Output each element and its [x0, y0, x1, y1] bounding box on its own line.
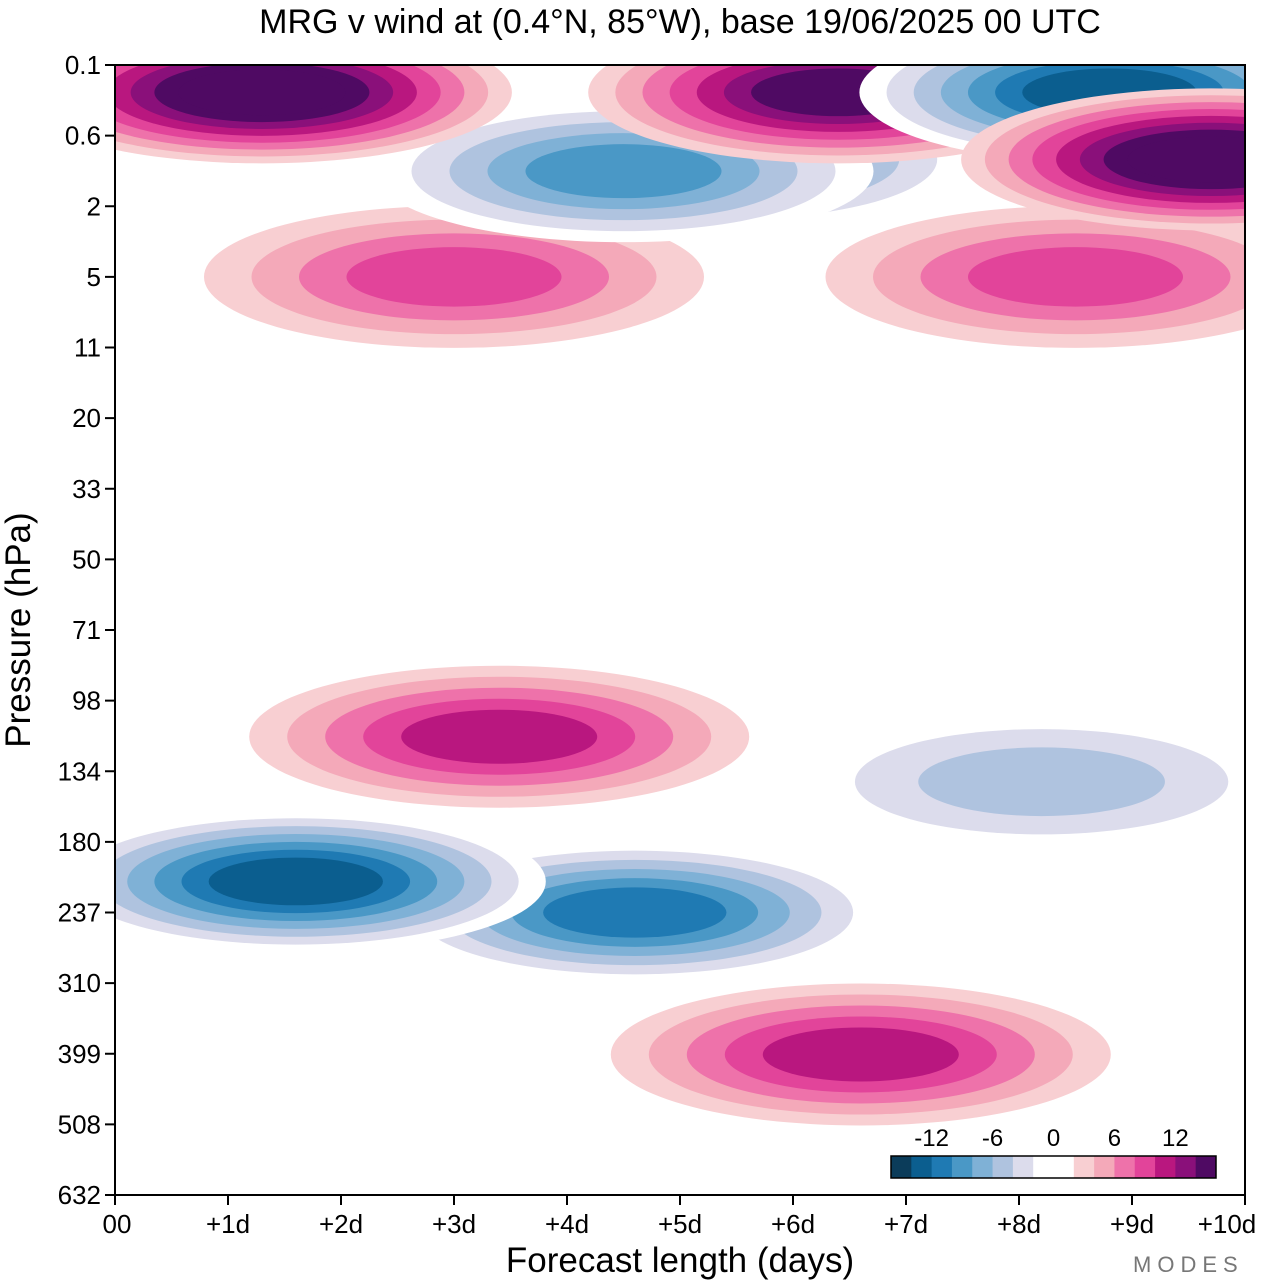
x-tick-label: +5d	[658, 1209, 702, 1239]
y-tick-label: 134	[58, 756, 101, 786]
x-tick-label: +7d	[884, 1209, 928, 1239]
colorbar-swatch	[951, 1156, 973, 1178]
colorbar-swatch	[911, 1156, 933, 1178]
y-tick-label: 237	[58, 898, 101, 928]
y-tick-label: 71	[72, 615, 101, 645]
contour-feature-2	[825, 205, 1245, 348]
y-tick-label: 20	[72, 403, 101, 433]
colorbar-swatch	[1033, 1156, 1054, 1178]
colorbar-frame	[890, 1155, 1217, 1179]
contour-level	[968, 247, 1183, 307]
contour-level	[1127, 136, 1245, 183]
contour-feature-0	[791, 710, 1245, 853]
colorbar-swatch	[972, 1156, 994, 1178]
y-tick-label: 11	[74, 333, 101, 363]
colorbar-tick-label: 6	[1108, 1125, 1121, 1152]
colorbar-swatch	[1175, 1156, 1197, 1178]
contour-field	[115, 65, 1245, 1126]
contour-feature-8	[115, 810, 546, 953]
colorbar-swatch	[1114, 1156, 1136, 1178]
contour-feature-1	[204, 205, 704, 348]
y-tick-label: 0.1	[65, 50, 101, 80]
x-tick-label: +3d	[432, 1209, 476, 1239]
y-tick-label: 399	[58, 1039, 101, 1069]
contour-feature-7	[384, 841, 885, 984]
colorbar-swatch	[931, 1156, 953, 1178]
colorbar-swatch	[1134, 1156, 1156, 1178]
colorbar-swatch	[1053, 1156, 1075, 1178]
contour-feature-3	[249, 665, 750, 808]
contour-level	[543, 887, 727, 938]
x-tick-label: +10d	[1198, 1209, 1257, 1239]
y-tick-label: 98	[72, 686, 101, 716]
colorbar-swatch	[1195, 1156, 1217, 1178]
contour-feature-4	[610, 983, 1111, 1126]
y-tick-label: 50	[72, 544, 101, 574]
contour-level	[525, 144, 722, 199]
contour-level	[918, 747, 1165, 817]
x-tick-label: 00	[103, 1209, 132, 1239]
contour-feature-12	[961, 88, 1245, 231]
colorbar-tick-label: -6	[982, 1125, 1003, 1152]
x-axis: 00 +1d +2d +3d +4d +5d +6d +7d +8d +9d +10d	[103, 1195, 1257, 1239]
colorbar: -12 -6 0 6 12	[890, 1125, 1217, 1179]
y-tick-label: 310	[58, 968, 101, 998]
contour-level	[178, 69, 346, 116]
contour-level	[208, 857, 383, 906]
x-tick-label: +9d	[1110, 1209, 1154, 1239]
y-tick-label: 2	[87, 191, 101, 221]
contour-level	[346, 247, 562, 307]
colorbar-swatch	[891, 1156, 912, 1178]
x-tick-label: +1d	[206, 1209, 250, 1239]
x-tick-label: +2d	[319, 1209, 363, 1239]
colorbar-tick-label: -12	[914, 1125, 949, 1152]
contour-level	[762, 1027, 959, 1082]
y-tick-label: 0.6	[65, 121, 101, 151]
y-tick-label: 5	[87, 262, 101, 292]
chart-title: MRG v wind at (0.4°N, 85°W), base 19/06/…	[259, 3, 1101, 41]
x-tick-label: +4d	[545, 1209, 589, 1239]
y-tick-label: 33	[72, 474, 101, 504]
y-tick-label: 180	[58, 827, 101, 857]
x-tick-label: +6d	[771, 1209, 815, 1239]
y-axis: 0.1 0.6 2 5 11 20 33 50 71 98 134 180 237 310 399 508 63…	[58, 50, 115, 1210]
colorbar-swatch	[1073, 1156, 1095, 1178]
y-tick-label: 632	[58, 1180, 101, 1210]
colorbar-swatch	[1155, 1156, 1176, 1178]
colorbar-swatch	[992, 1156, 1014, 1178]
contour-feature-11	[115, 65, 512, 164]
modes-logo: MODES	[1133, 1252, 1244, 1277]
colorbar-tick-label: 12	[1162, 1125, 1189, 1152]
x-tick-label: +8d	[997, 1209, 1041, 1239]
y-axis-label: Pressure (hPa)	[0, 512, 38, 747]
colorbar-swatch	[1094, 1156, 1115, 1178]
contour-level	[401, 709, 598, 764]
x-axis-label: Forecast length (days)	[506, 1241, 854, 1280]
y-tick-label: 508	[58, 1109, 101, 1139]
colorbar-tick-label: 0	[1047, 1125, 1060, 1152]
colorbar-swatch	[1012, 1156, 1034, 1178]
